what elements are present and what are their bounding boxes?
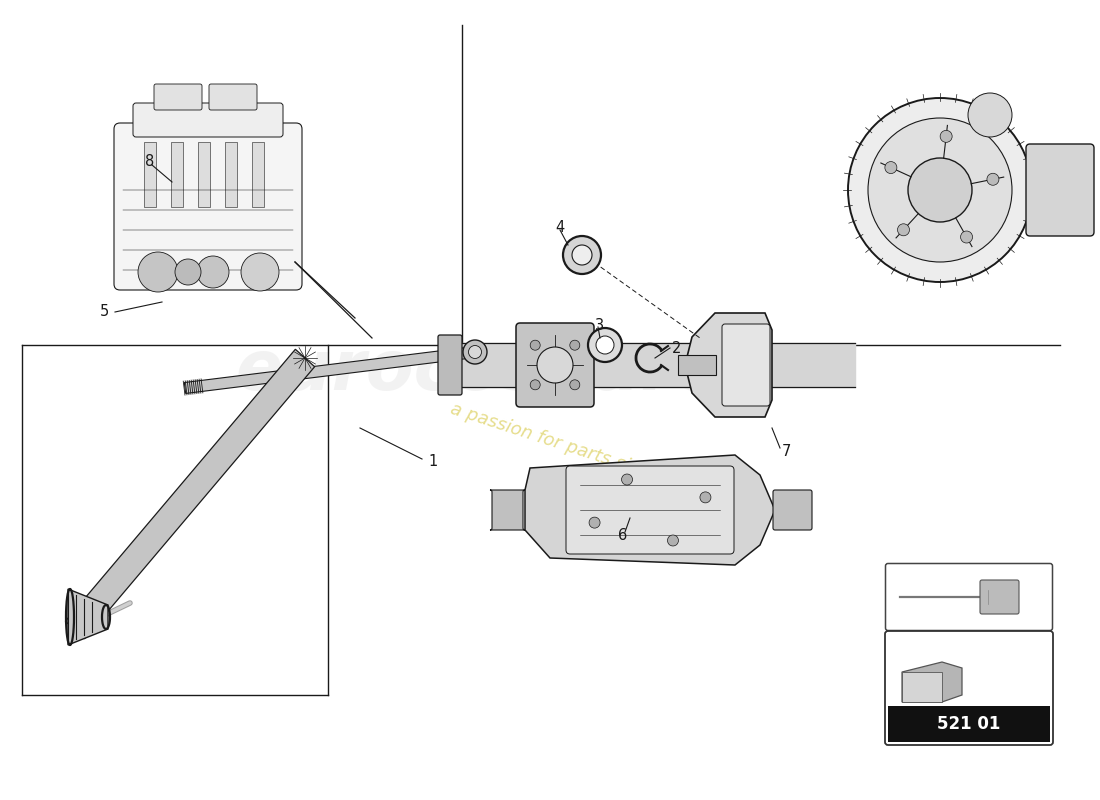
Text: a passion for parts since 1999: a passion for parts since 1999 — [448, 399, 712, 501]
Circle shape — [700, 492, 711, 503]
Circle shape — [563, 236, 601, 274]
Text: eurocospares: eurocospares — [235, 337, 764, 403]
FancyBboxPatch shape — [209, 84, 257, 110]
Circle shape — [968, 93, 1012, 137]
Circle shape — [590, 517, 601, 528]
FancyBboxPatch shape — [773, 490, 812, 530]
Polygon shape — [902, 662, 962, 702]
FancyBboxPatch shape — [980, 580, 1019, 614]
Circle shape — [868, 118, 1012, 262]
Circle shape — [570, 340, 580, 350]
Bar — [226, 142, 236, 207]
Circle shape — [175, 259, 201, 285]
Bar — [170, 142, 183, 207]
Circle shape — [848, 98, 1032, 282]
Text: 7: 7 — [782, 445, 791, 459]
Circle shape — [463, 340, 487, 364]
Circle shape — [908, 158, 972, 222]
Circle shape — [596, 336, 614, 354]
Circle shape — [572, 245, 592, 265]
Circle shape — [987, 174, 999, 186]
FancyBboxPatch shape — [722, 324, 770, 406]
Text: 8: 8 — [145, 154, 154, 170]
FancyBboxPatch shape — [490, 490, 525, 530]
Circle shape — [197, 256, 229, 288]
Text: 2: 2 — [672, 341, 681, 355]
Text: 6: 6 — [618, 527, 627, 542]
FancyBboxPatch shape — [133, 103, 283, 137]
Bar — [144, 142, 156, 207]
Circle shape — [940, 130, 953, 142]
Circle shape — [668, 535, 679, 546]
Text: 4: 4 — [556, 221, 564, 235]
FancyBboxPatch shape — [438, 335, 462, 395]
Text: 521 01: 521 01 — [937, 715, 1001, 733]
Circle shape — [469, 346, 482, 358]
Circle shape — [570, 380, 580, 390]
Circle shape — [884, 162, 896, 174]
Text: 1: 1 — [428, 454, 438, 470]
Bar — [678, 355, 716, 375]
Text: 5: 5 — [100, 305, 109, 319]
Polygon shape — [185, 346, 475, 394]
Bar — [888, 706, 1050, 742]
FancyBboxPatch shape — [886, 563, 1053, 630]
Polygon shape — [902, 672, 942, 702]
Circle shape — [537, 347, 573, 383]
Polygon shape — [65, 350, 315, 638]
Polygon shape — [68, 589, 108, 645]
Bar — [198, 142, 210, 207]
Text: 3: 3 — [595, 318, 604, 333]
Circle shape — [621, 474, 632, 485]
FancyBboxPatch shape — [114, 123, 303, 290]
FancyBboxPatch shape — [154, 84, 202, 110]
Circle shape — [898, 224, 910, 236]
Circle shape — [960, 231, 972, 243]
Circle shape — [138, 252, 178, 292]
Circle shape — [588, 328, 621, 362]
FancyBboxPatch shape — [566, 466, 734, 554]
FancyBboxPatch shape — [516, 323, 594, 407]
Polygon shape — [525, 455, 775, 565]
FancyBboxPatch shape — [1026, 144, 1094, 236]
Bar — [252, 142, 264, 207]
Polygon shape — [685, 313, 772, 417]
Circle shape — [530, 340, 540, 350]
FancyBboxPatch shape — [886, 631, 1053, 745]
Circle shape — [530, 380, 540, 390]
Circle shape — [241, 253, 279, 291]
